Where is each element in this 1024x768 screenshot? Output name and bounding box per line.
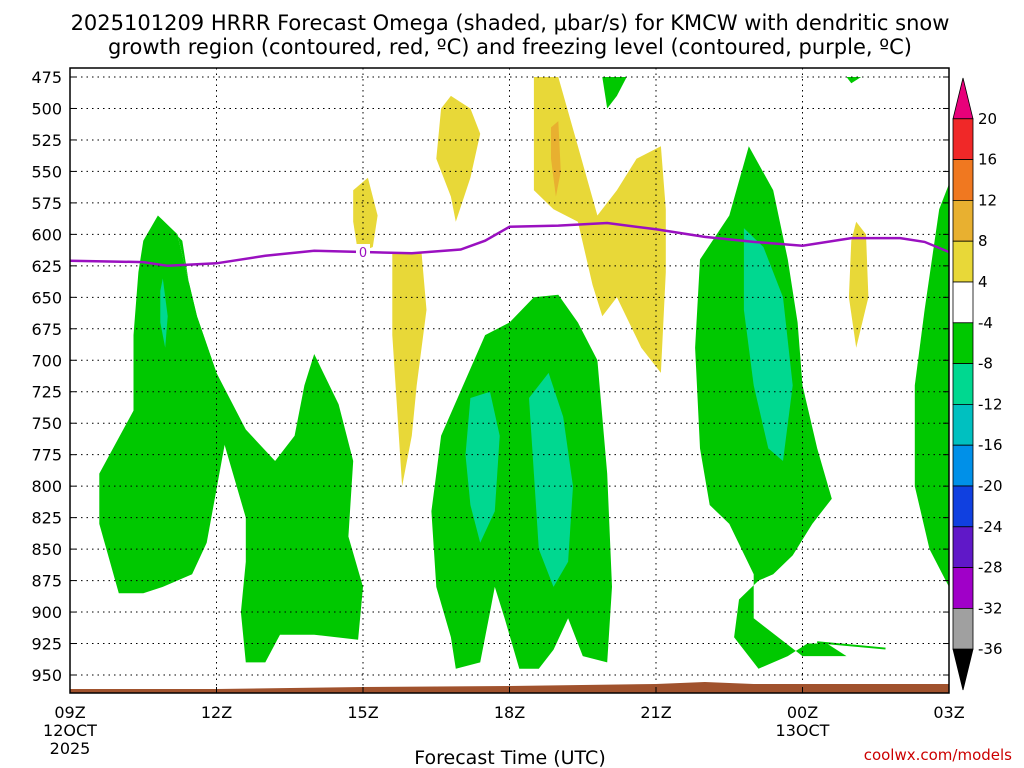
colorbar-swatch-11 bbox=[952, 526, 974, 568]
colorbar-label-12: -32 bbox=[978, 599, 1003, 617]
omega-region-7 bbox=[743, 228, 793, 461]
y-tick-label-900: 900 bbox=[31, 603, 62, 622]
colorbar-label-8: -16 bbox=[978, 436, 1003, 454]
omega-region-9 bbox=[602, 77, 627, 109]
y-tick-label-875: 875 bbox=[31, 572, 62, 591]
colorbar-swatch-1 bbox=[952, 118, 974, 161]
colorbar-label-11: -28 bbox=[978, 559, 1003, 577]
y-tick-label-950: 950 bbox=[31, 666, 62, 685]
colorbar-label-2: 12 bbox=[978, 191, 997, 209]
colorbar: 20 16 12 8 4 -4 -8 -12 -16 -20 -24 -28 -32 -36 bbox=[952, 77, 1003, 691]
colorbar-label-10: -24 bbox=[978, 518, 1003, 536]
x-tick-year-09Z: 2025 bbox=[50, 739, 91, 758]
colorbar-label-4: 4 bbox=[978, 273, 988, 291]
x-tick-label-00Z: 00Z bbox=[787, 703, 818, 722]
x-tick-label-15Z: 15Z bbox=[347, 703, 378, 722]
y-tick-label-625: 625 bbox=[31, 257, 62, 276]
colorbar-swatch-9 bbox=[952, 444, 974, 487]
x-tick-label-12Z: 12Z bbox=[201, 703, 232, 722]
colorbar-swatch-6 bbox=[952, 322, 974, 364]
y-axis: 475 500 525 550 575 600 625 650 675 700 725 750 775 8… bbox=[31, 68, 949, 685]
colorbar-swatch-2 bbox=[952, 159, 974, 201]
x-tick-date-09Z: 12OCT bbox=[43, 721, 97, 740]
omega-region-2 bbox=[160, 278, 168, 348]
colorbar-label-13: -36 bbox=[978, 640, 1003, 658]
colorbar-label-5: -4 bbox=[978, 314, 993, 332]
omega-region-16 bbox=[848, 221, 869, 348]
colorbar-label-1: 16 bbox=[978, 151, 997, 169]
freezing-label-bg bbox=[356, 243, 370, 260]
colorbar-swatch-7 bbox=[952, 363, 974, 405]
x-tick-label-09Z: 09Z bbox=[54, 703, 85, 722]
omega-region-10 bbox=[846, 77, 862, 84]
y-tick-label-850: 850 bbox=[31, 540, 62, 559]
x-tick-date-00Z: 13OCT bbox=[776, 721, 830, 740]
x-tick-label-21Z: 21Z bbox=[640, 703, 671, 722]
y-tick-label-775: 775 bbox=[31, 446, 62, 465]
x-tick-label-03Z: 03Z bbox=[933, 703, 964, 722]
colorbar-swatch-10 bbox=[952, 485, 974, 528]
colorbar-label-0: 20 bbox=[978, 110, 997, 128]
omega-region-1 bbox=[99, 215, 227, 594]
omega-thin-line bbox=[817, 641, 886, 650]
colorbar-label-6: -8 bbox=[978, 355, 993, 373]
y-tick-label-675: 675 bbox=[31, 320, 62, 339]
omega-region-0 bbox=[157, 215, 363, 663]
colorbar-swatch-3 bbox=[952, 199, 974, 242]
y-tick-label-925: 925 bbox=[31, 635, 62, 654]
omega-region-15 bbox=[392, 253, 427, 487]
omega-region-3 bbox=[431, 294, 612, 669]
y-tick-label-650: 650 bbox=[31, 288, 62, 307]
y-tick-label-750: 750 bbox=[31, 414, 62, 433]
chart-title-line1: 2025101209 HRRR Forecast Omega (shaded, … bbox=[71, 11, 950, 35]
omega-region-5 bbox=[529, 372, 573, 587]
colorbar-label-9: -20 bbox=[978, 477, 1003, 495]
freezing-level-label: 0 bbox=[359, 246, 367, 261]
colorbar-swatch-12 bbox=[952, 567, 974, 609]
y-tick-label-700: 700 bbox=[31, 351, 62, 370]
y-tick-label-550: 550 bbox=[31, 162, 62, 181]
x-tick-label-18Z: 18Z bbox=[494, 703, 525, 722]
y-tick-label-475: 475 bbox=[31, 68, 62, 87]
chart-title-line2: growth region (contoured, red, ºC) and f… bbox=[108, 35, 912, 59]
y-tick-label-825: 825 bbox=[31, 509, 62, 528]
y-tick-label-600: 600 bbox=[31, 225, 62, 244]
colorbar-label-7: -12 bbox=[978, 395, 1003, 413]
omega-region-4 bbox=[465, 391, 500, 543]
omega-region-12 bbox=[533, 77, 666, 373]
y-tick-label-575: 575 bbox=[31, 194, 62, 213]
plot-area: 0 bbox=[69, 67, 950, 694]
x-axis-title: Forecast Time (UTC) bbox=[414, 747, 605, 768]
freezing-level-line bbox=[69, 221, 950, 268]
y-tick-label-725: 725 bbox=[31, 383, 62, 402]
colorbar-swatch-13 bbox=[952, 608, 974, 650]
y-tick-label-525: 525 bbox=[31, 131, 62, 150]
omega-region-11 bbox=[436, 95, 481, 222]
colorbar-swatch-0 bbox=[952, 77, 974, 120]
omega-region-14 bbox=[353, 177, 378, 254]
y-tick-label-800: 800 bbox=[31, 477, 62, 496]
colorbar-label-3: 8 bbox=[978, 232, 988, 250]
credit-text: coolwx.com/models bbox=[864, 746, 1012, 764]
colorbar-swatch-8 bbox=[952, 403, 974, 446]
grid-layer bbox=[70, 68, 949, 693]
colorbar-swatch-14 bbox=[952, 648, 974, 691]
omega-region-13 bbox=[551, 121, 561, 197]
colorbar-swatch-4 bbox=[952, 240, 974, 283]
y-tick-label-500: 500 bbox=[31, 99, 62, 118]
colorbar-swatch-5 bbox=[952, 281, 974, 324]
freezing-level-layer: 0 bbox=[69, 221, 950, 268]
